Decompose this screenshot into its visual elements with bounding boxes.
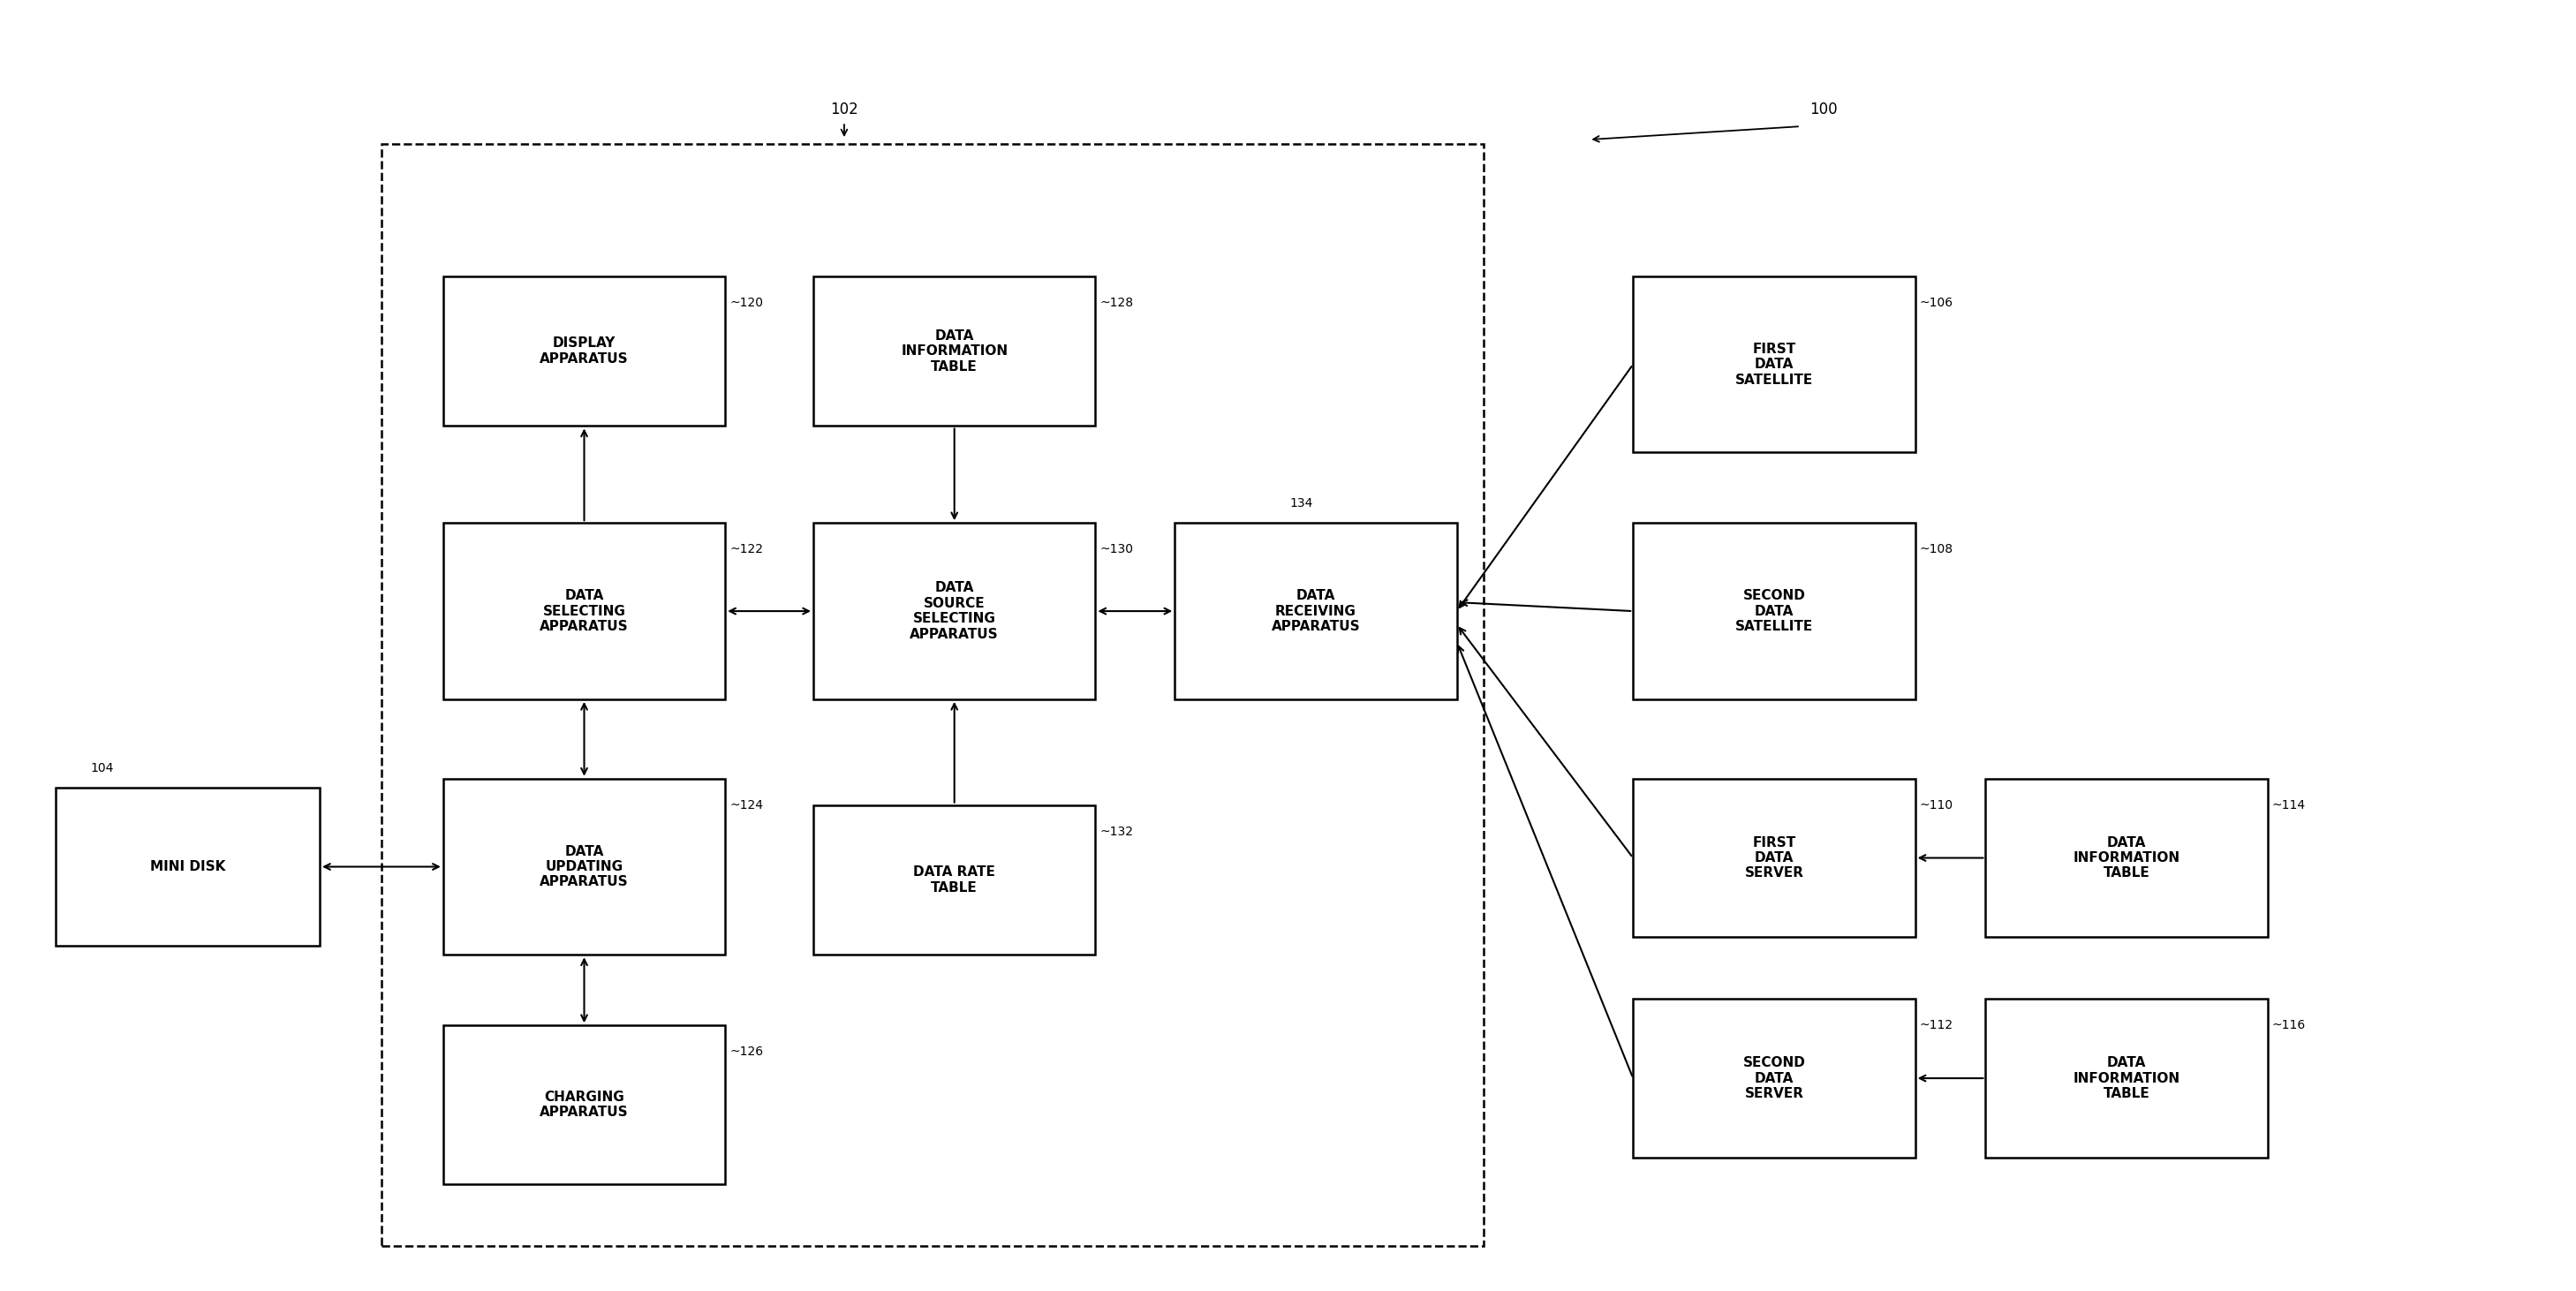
Text: DISPLAY
APPARATUS: DISPLAY APPARATUS <box>541 337 629 365</box>
Text: 134: 134 <box>1291 497 1314 510</box>
Bar <box>443 1025 726 1184</box>
Bar <box>443 778 726 955</box>
Text: ~126: ~126 <box>729 1046 762 1059</box>
Text: CHARGING
APPARATUS: CHARGING APPARATUS <box>541 1091 629 1119</box>
Text: ~108: ~108 <box>1919 544 1953 555</box>
Text: 100: 100 <box>1808 102 1837 117</box>
Bar <box>814 276 1095 426</box>
Text: ~120: ~120 <box>729 297 762 309</box>
Text: ~124: ~124 <box>729 799 762 811</box>
Text: DATA
INFORMATION
TABLE: DATA INFORMATION TABLE <box>2074 835 2179 880</box>
Text: ~110: ~110 <box>1919 799 1953 811</box>
Text: DATA
SELECTING
APPARATUS: DATA SELECTING APPARATUS <box>541 589 629 633</box>
Bar <box>1175 523 1458 700</box>
Bar <box>54 788 319 946</box>
Bar <box>1633 778 1914 937</box>
Bar <box>1986 999 2267 1158</box>
Bar <box>814 523 1095 700</box>
Text: ~122: ~122 <box>729 544 762 555</box>
Text: ~116: ~116 <box>2272 1019 2306 1032</box>
Text: DATA
UPDATING
APPARATUS: DATA UPDATING APPARATUS <box>541 844 629 888</box>
Bar <box>443 276 726 426</box>
Text: DATA
RECEIVING
APPARATUS: DATA RECEIVING APPARATUS <box>1273 589 1360 633</box>
Text: ~112: ~112 <box>1919 1019 1953 1032</box>
Bar <box>381 145 1484 1246</box>
Bar <box>1633 276 1914 452</box>
Bar <box>1986 778 2267 937</box>
Text: ~106: ~106 <box>1919 297 1953 309</box>
Text: 102: 102 <box>829 102 858 117</box>
Text: 104: 104 <box>90 762 113 775</box>
Text: ~128: ~128 <box>1100 297 1133 309</box>
Text: DATA
SOURCE
SELECTING
APPARATUS: DATA SOURCE SELECTING APPARATUS <box>909 581 999 640</box>
Text: ~114: ~114 <box>2272 799 2306 811</box>
Bar <box>814 806 1095 955</box>
Text: ~130: ~130 <box>1100 544 1133 555</box>
Bar <box>443 523 726 700</box>
Bar <box>1633 999 1914 1158</box>
Text: DATA
INFORMATION
TABLE: DATA INFORMATION TABLE <box>2074 1056 2179 1100</box>
Text: SECOND
DATA
SATELLITE: SECOND DATA SATELLITE <box>1736 589 1814 633</box>
Text: MINI DISK: MINI DISK <box>149 860 224 873</box>
Text: DATA
INFORMATION
TABLE: DATA INFORMATION TABLE <box>902 329 1007 373</box>
Text: SECOND
DATA
SERVER: SECOND DATA SERVER <box>1744 1056 1806 1100</box>
Text: DATA RATE
TABLE: DATA RATE TABLE <box>914 866 994 895</box>
Bar <box>1633 523 1914 700</box>
Text: FIRST
DATA
SERVER: FIRST DATA SERVER <box>1744 835 1803 880</box>
Text: FIRST
DATA
SATELLITE: FIRST DATA SATELLITE <box>1736 342 1814 386</box>
Text: ~132: ~132 <box>1100 825 1133 838</box>
